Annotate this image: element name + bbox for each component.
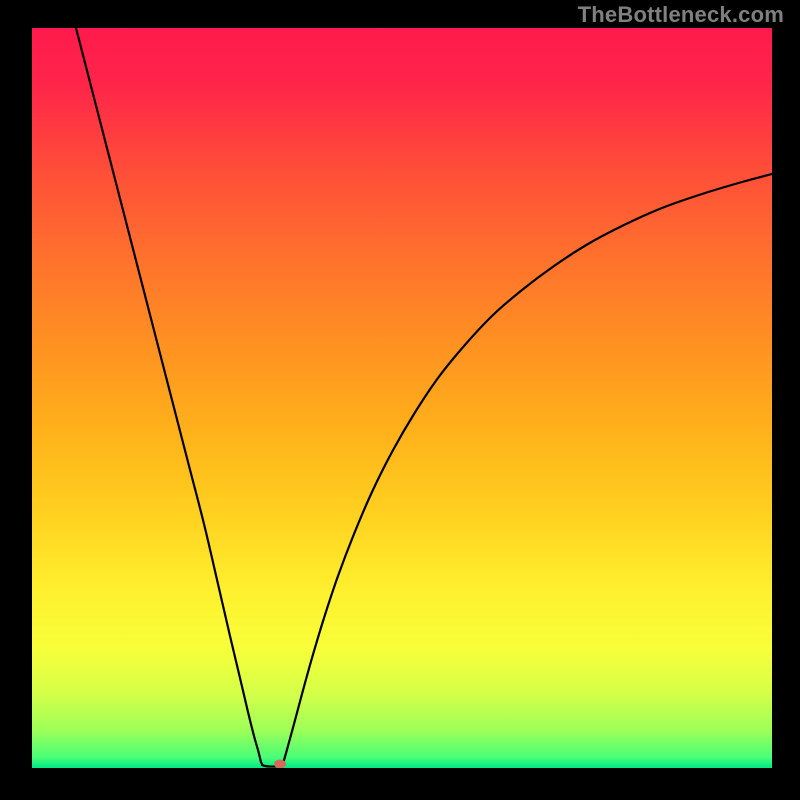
chart-svg xyxy=(32,28,772,768)
watermark-text: TheBottleneck.com xyxy=(578,2,784,28)
gradient-background xyxy=(32,28,772,768)
bottleneck-chart xyxy=(32,28,772,768)
outer-frame: TheBottleneck.com xyxy=(0,0,800,800)
